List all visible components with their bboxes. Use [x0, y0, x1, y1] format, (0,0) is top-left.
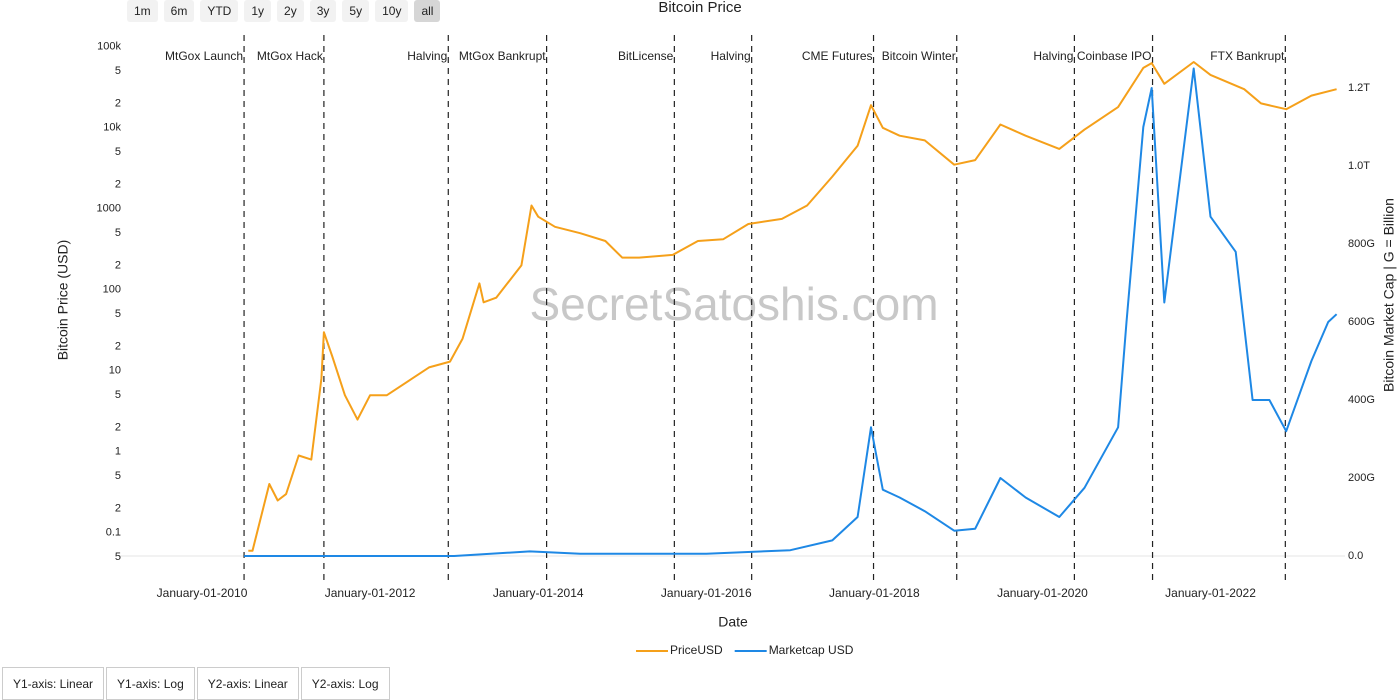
y-tick-label: 10 [109, 365, 121, 377]
y-tick-label: 100k [97, 41, 121, 53]
y2-tick-label: 1.2T [1348, 82, 1370, 94]
button[interactable]: 5y [342, 0, 370, 22]
y-tick-label: 2 [115, 259, 121, 271]
y-tick-label: 1000 [97, 203, 121, 215]
button[interactable]: 2y [277, 0, 304, 22]
y-tick-label: 5 [115, 65, 121, 77]
y-tick-label: 5 [115, 146, 121, 158]
y2-tick-label: 200G [1348, 472, 1375, 484]
event-label: Halving [1033, 49, 1073, 63]
axis-selector: Y1-axis: Linear Y1-axis: Log Y2-axis: Line… [2, 667, 392, 700]
button[interactable]: Y1-axis: Linear [2, 667, 105, 700]
x-tick-label: January-01-2018 [829, 586, 920, 600]
y2-axis-label: Bitcoin Market Cap | G = Billion [1381, 198, 1397, 392]
event-label: Halving [711, 49, 751, 63]
button[interactable]: all [414, 0, 441, 22]
button[interactable]: 1m [127, 0, 158, 22]
event-label: MtGox Bankrupt [459, 49, 546, 63]
event-label: Coinbase IPO [1077, 49, 1152, 63]
button[interactable]: 10y [375, 0, 409, 22]
x-tick-label: January-01-2022 [1165, 586, 1256, 600]
button[interactable]: 6m [163, 0, 195, 22]
button[interactable]: Y2-axis: Linear [196, 667, 299, 700]
button[interactable]: 3y [309, 0, 337, 22]
x-tick-label: January-01-2014 [493, 586, 584, 600]
button[interactable]: YTD [200, 0, 239, 22]
y-tick-label: 10k [103, 122, 121, 134]
y-tick-label: 5 [115, 470, 121, 482]
y-tick-label: 2 [115, 97, 121, 109]
event-label: MtGox Launch [165, 49, 243, 63]
y2-tick-label: 400G [1348, 394, 1375, 406]
series-line [244, 67, 1338, 557]
x-tick-label: January-01-2016 [661, 586, 752, 600]
legend-label: PriceUSD [670, 643, 723, 657]
x-tick-label: January-01-2012 [325, 586, 416, 600]
y2-tick-label: 600G [1348, 316, 1375, 328]
x-tick-label: January-01-2010 [157, 586, 248, 600]
legend-label: Marketcap USD [769, 643, 854, 657]
event-label: CME Futures [802, 49, 873, 63]
y-tick-label: 2 [115, 340, 121, 352]
event-label: Halving [407, 49, 447, 63]
series-line [248, 61, 1337, 552]
y-tick-label: 5 [115, 551, 121, 563]
button[interactable]: Y2-axis: Log [300, 667, 390, 700]
event-label: MtGox Hack [257, 49, 324, 63]
y-tick-label: 1 [115, 446, 121, 458]
y-tick-label: 5 [115, 389, 121, 401]
y2-tick-label: 0.0 [1348, 550, 1363, 562]
x-tick-label: January-01-2020 [997, 586, 1088, 600]
button[interactable]: Y1-axis: Log [106, 667, 195, 700]
event-label: FTX Bankrupt [1210, 49, 1285, 63]
watermark: SecretSatoshis.com [529, 278, 938, 330]
y-tick-label: 2 [115, 421, 121, 433]
x-axis-label: Date [718, 614, 748, 630]
y-tick-label: 2 [115, 178, 121, 190]
y-tick-label: 5 [115, 308, 121, 320]
y-tick-label: 5 [115, 227, 121, 239]
y-tick-label: 0.1 [106, 527, 121, 539]
y-axis-label: Bitcoin Price (USD) [55, 240, 71, 361]
chart-title: Bitcoin Price [658, 0, 741, 16]
event-label: Bitcoin Winter [882, 49, 956, 63]
button[interactable]: 1y [244, 0, 272, 22]
y-tick-label: 2 [115, 502, 121, 514]
range-selector: 1m 6m YTD 1y 2y 3y 5y 10y all [127, 0, 441, 22]
y2-tick-label: 800G [1348, 238, 1375, 250]
event-label: BitLicense [618, 49, 674, 63]
y2-tick-label: 1.0T [1348, 160, 1370, 172]
y-tick-label: 100 [103, 284, 121, 296]
